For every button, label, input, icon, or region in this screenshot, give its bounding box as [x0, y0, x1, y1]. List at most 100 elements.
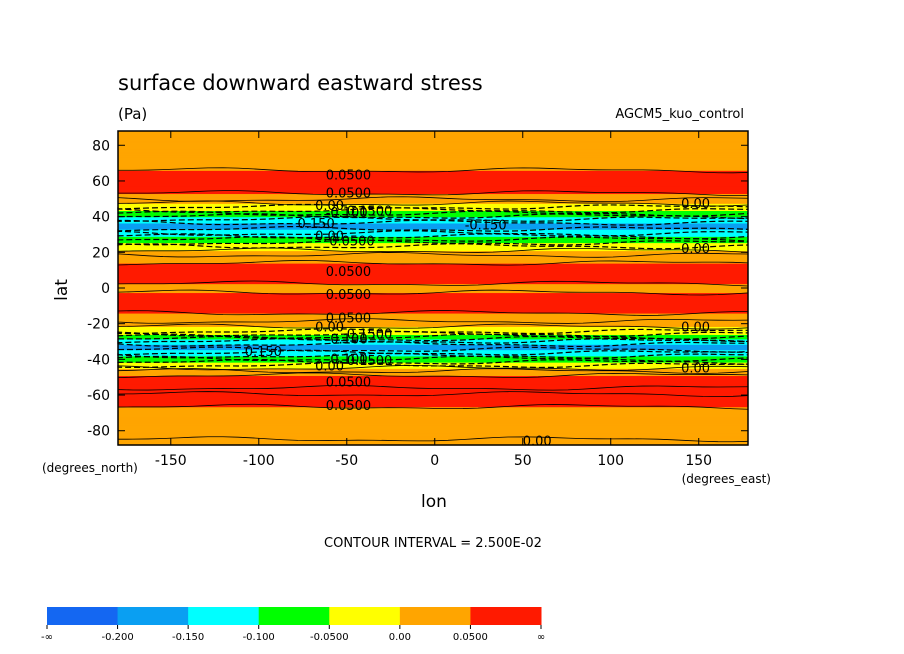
x-tick-label-1: -100	[243, 453, 275, 469]
contour-band-294	[118, 181, 748, 184]
contour-band-90	[118, 363, 748, 366]
contour-band-36	[118, 411, 748, 414]
contour-label-23: 0.00	[681, 320, 710, 335]
contour-band-72	[118, 379, 748, 382]
contour-band-8	[118, 436, 748, 439]
contour-band-345	[118, 136, 748, 138]
contour-band-279	[118, 195, 748, 197]
contour-band-281	[118, 193, 748, 195]
contour-band-290	[118, 185, 748, 187]
contour-band-228	[118, 240, 748, 243]
contour-line-35	[117, 213, 749, 220]
colorbar-label-1: -0.200	[101, 632, 133, 643]
chart-title: surface downward eastward stress	[118, 71, 483, 95]
contour-line-23	[117, 280, 749, 287]
contour-band-245	[118, 225, 748, 228]
contour-band-124	[118, 333, 748, 335]
y-tick-label-4: 0	[101, 281, 110, 297]
contour-band-100	[118, 354, 748, 357]
contour-band-54	[118, 395, 748, 398]
contour-band-20	[118, 426, 748, 428]
contour-band-136	[118, 322, 748, 325]
contour-band-295	[118, 180, 748, 183]
y-tick-label-0: 80	[92, 138, 110, 154]
contour-band-99	[118, 355, 748, 358]
contour-band-282	[118, 192, 748, 195]
contour-band-22	[118, 424, 748, 426]
contour-band-320	[118, 158, 748, 161]
contour-band-313	[118, 164, 748, 167]
contour-band-57	[118, 393, 748, 395]
contour-band-346	[118, 135, 748, 137]
contour-band-68	[118, 383, 748, 385]
contour-band-21	[118, 425, 748, 427]
contour-band-86	[118, 367, 748, 369]
contour-label-9: 0.0500	[326, 265, 372, 280]
contour-band-189	[118, 275, 748, 277]
contour-band-272	[118, 201, 748, 203]
lat-units-note: (degrees_north)	[42, 461, 138, 475]
contour-band-243	[118, 227, 748, 229]
contour-band-324	[118, 155, 748, 157]
contour-band-310	[118, 167, 748, 170]
contour-band-145	[118, 314, 748, 317]
x-tick-label-2: -50	[335, 453, 358, 469]
contour-band-132	[118, 326, 748, 328]
x-tick-label-6: 150	[685, 453, 712, 469]
contour-band-199	[118, 266, 748, 269]
contour-band-76	[118, 376, 748, 378]
contour-band-24	[118, 422, 748, 425]
contour-band-73	[118, 378, 748, 381]
contour-band-158	[118, 303, 748, 305]
contour-band-60	[118, 390, 748, 393]
contour-band-168	[118, 294, 748, 296]
colorbar-label-6: 0.0500	[453, 632, 488, 643]
contour-band-244	[118, 226, 748, 228]
contour-band-206	[118, 260, 748, 262]
contour-band-303	[118, 173, 748, 176]
contour-band-328	[118, 151, 748, 154]
contour-fill-bands	[118, 131, 748, 446]
colorbar-swatch-3	[258, 607, 330, 625]
contour-band-162	[118, 299, 748, 302]
contour-band-74	[118, 378, 748, 380]
contour-band-338	[118, 142, 748, 145]
contour-band-13	[118, 432, 748, 434]
y-tick-label-5: -20	[87, 317, 110, 333]
contour-band-59	[118, 391, 748, 393]
contour-band-2	[118, 442, 748, 444]
contour-band-61	[118, 389, 748, 392]
colorbar-swatch-2	[188, 607, 260, 625]
contour-band-134	[118, 324, 748, 327]
colorbar-label-5: 0.00	[389, 632, 411, 643]
contour-band-94	[118, 360, 748, 362]
contour-band-25	[118, 421, 748, 424]
contour-band-274	[118, 199, 748, 202]
contour-band-164	[118, 297, 748, 300]
y-tick-label-8: -80	[87, 424, 110, 440]
contour-label-7: 0.00	[315, 229, 344, 244]
contour-band-202	[118, 263, 748, 266]
contour-band-318	[118, 160, 748, 162]
contour-band-45	[118, 403, 748, 406]
contour-band-237	[118, 232, 748, 235]
contour-band-222	[118, 246, 748, 248]
contour-line-13	[117, 341, 749, 348]
contour-band-267	[118, 205, 748, 208]
contour-band-109	[118, 346, 748, 349]
contour-band-152	[118, 308, 748, 311]
contour-band-292	[118, 183, 748, 186]
contour-band-323	[118, 155, 748, 158]
contour-line-9	[117, 349, 749, 356]
contour-label-16: -0.100	[326, 352, 368, 367]
contour-line-37	[117, 207, 749, 214]
contour-band-349	[118, 132, 748, 135]
contour-band-40	[118, 408, 748, 410]
contour-band-3	[118, 441, 748, 443]
contour-line-31	[117, 236, 749, 242]
contour-band-220	[118, 247, 748, 250]
contour-band-209	[118, 257, 748, 260]
contour-label-1: 0.0500	[326, 186, 372, 201]
contour-label-24: 0.00	[681, 361, 710, 376]
